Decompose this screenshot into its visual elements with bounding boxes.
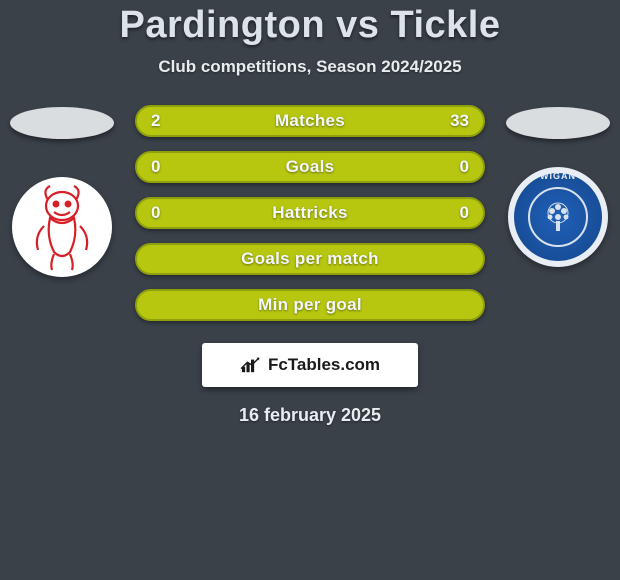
right-club-ring-text: WIGAN xyxy=(514,171,602,181)
left-club-crest xyxy=(12,177,112,277)
stat-bar: 0 Goals 0 xyxy=(135,151,485,183)
stat-bar: 2 Matches 33 xyxy=(135,105,485,137)
stat-label: Min per goal xyxy=(258,295,362,315)
stat-value-left: 0 xyxy=(151,157,160,177)
right-club-crest: WIGAN xyxy=(508,167,608,267)
stat-bar: Min per goal xyxy=(135,289,485,321)
date-text: 16 february 2025 xyxy=(0,405,620,426)
brand-text: FcTables.com xyxy=(268,355,380,375)
stat-value-left: 0 xyxy=(151,203,160,223)
stat-value-left: 2 xyxy=(151,111,160,131)
main-row: 2 Matches 33 0 Goals 0 0 Hattricks 0 Goals per ma… xyxy=(0,107,620,321)
stat-label: Hattricks xyxy=(272,203,347,223)
stat-bar: Goals per match xyxy=(135,243,485,275)
left-player-placeholder xyxy=(10,107,114,139)
subtitle: Club competitions, Season 2024/2025 xyxy=(0,57,620,77)
crest-inner xyxy=(528,187,588,247)
right-player-placeholder xyxy=(506,107,610,139)
brand-box: FcTables.com xyxy=(202,343,418,387)
stat-bar: 0 Hattricks 0 xyxy=(135,197,485,229)
stat-value-right: 0 xyxy=(460,157,469,177)
imp-icon xyxy=(24,182,100,272)
right-side: WIGAN xyxy=(503,107,613,267)
stat-label: Goals xyxy=(286,157,335,177)
page-title: Pardington vs Tickle xyxy=(0,4,620,47)
stat-label: Goals per match xyxy=(241,249,379,269)
stats-column: 2 Matches 33 0 Goals 0 0 Hattricks 0 Goals per ma… xyxy=(135,105,485,321)
stat-value-right: 0 xyxy=(460,203,469,223)
tree-icon xyxy=(538,197,578,237)
infographic-root: Pardington vs Tickle Club competitions, … xyxy=(0,0,620,426)
chart-icon xyxy=(240,356,262,374)
stat-label: Matches xyxy=(275,111,345,131)
stat-value-right: 33 xyxy=(450,111,469,131)
left-side xyxy=(7,107,117,277)
